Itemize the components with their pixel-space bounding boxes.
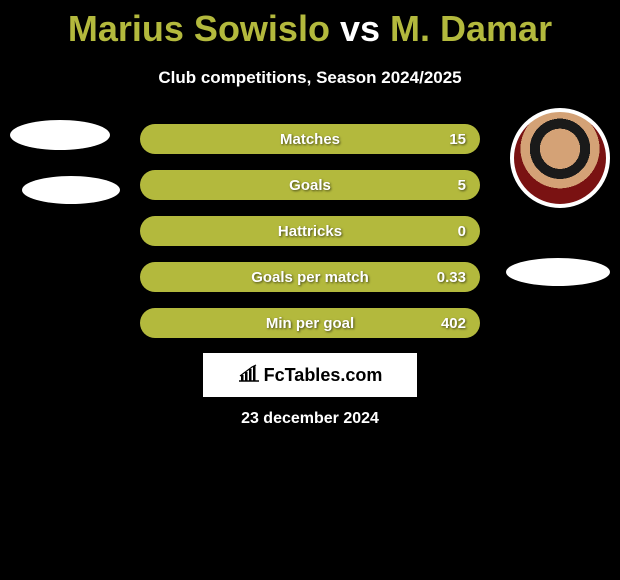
fctables-logo: FcTables.com — [203, 353, 417, 397]
player1-badge-1 — [10, 120, 110, 150]
player2-avatar — [510, 108, 610, 208]
stat-row-goals-per-match: Goals per match 0.33 — [140, 262, 480, 292]
stats-container: Matches 15 Goals 5 Hattricks 0 Goals per… — [140, 124, 480, 354]
stat-row-min-per-goal: Min per goal 402 — [140, 308, 480, 338]
comparison-title: Marius Sowislo vs M. Damar — [0, 0, 620, 50]
stat-value-right: 0.33 — [437, 269, 466, 286]
stat-label: Hattricks — [278, 223, 342, 240]
player1-name: Marius Sowislo — [68, 8, 330, 49]
stat-row-matches: Matches 15 — [140, 124, 480, 154]
stat-label: Goals per match — [251, 269, 369, 286]
date-text: 23 december 2024 — [0, 410, 620, 428]
stat-row-hattricks: Hattricks 0 — [140, 216, 480, 246]
stat-value-right: 0 — [458, 223, 466, 240]
subtitle: Club competitions, Season 2024/2025 — [0, 68, 620, 88]
player2-avatar-group — [510, 108, 610, 208]
stat-label: Goals — [289, 177, 331, 194]
stat-value-right: 5 — [458, 177, 466, 194]
player2-name: M. Damar — [390, 8, 552, 49]
stat-label: Matches — [280, 131, 340, 148]
stat-label: Min per goal — [266, 315, 354, 332]
logo-content: FcTables.com — [238, 364, 383, 387]
stat-row-goals: Goals 5 — [140, 170, 480, 200]
player2-badge — [506, 258, 610, 286]
stat-value-right: 15 — [449, 131, 466, 148]
bar-chart-icon — [238, 364, 260, 387]
logo-text: FcTables.com — [264, 365, 383, 386]
stat-value-right: 402 — [441, 315, 466, 332]
vs-text: vs — [340, 8, 380, 49]
player1-badge-2 — [22, 176, 120, 204]
